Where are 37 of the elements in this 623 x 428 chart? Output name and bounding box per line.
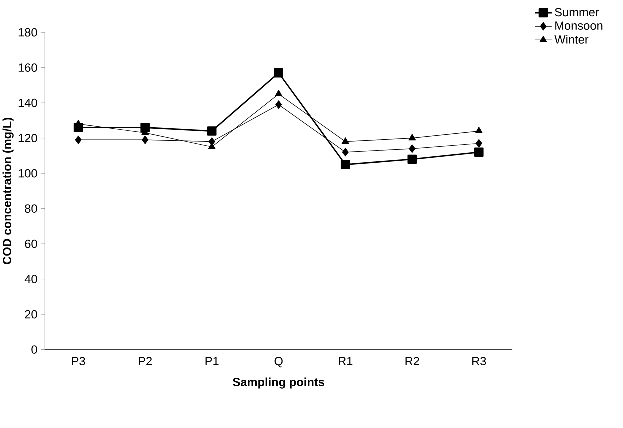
x-tick-label: P1 — [206, 357, 219, 366]
x-tick-label: P3 — [72, 357, 86, 366]
point — [342, 138, 350, 144]
y-tick-label: 160 — [18, 64, 38, 72]
y-tick-label: 100 — [18, 169, 38, 178]
y-tick-label: 60 — [25, 240, 38, 248]
point — [207, 126, 217, 136]
y-tick-label: 20 — [25, 310, 38, 319]
x-axis-title: Sampling points — [233, 378, 324, 389]
point — [142, 136, 149, 144]
point — [75, 136, 82, 144]
y-tick-label: 180 — [18, 28, 38, 37]
legend-label: Monsoon — [556, 22, 603, 30]
y-tick-label: 120 — [18, 134, 38, 143]
point — [276, 100, 282, 110]
point — [476, 139, 482, 148]
point — [275, 90, 283, 97]
x-tick-label: P2 — [139, 357, 152, 366]
x-tick-label: R2 — [406, 357, 420, 366]
point — [408, 134, 416, 141]
x-tick-label: Q — [274, 357, 283, 368]
y-tick-label: 40 — [24, 275, 38, 284]
y-tick-label: 140 — [18, 98, 38, 108]
x-tick-label: R3 — [472, 357, 486, 366]
point — [408, 154, 418, 164]
y-tick-label: 0 — [32, 346, 38, 354]
point — [340, 160, 350, 170]
point — [274, 68, 284, 78]
x-tick-label: R1 — [339, 357, 353, 366]
legend-label: Summer — [555, 8, 600, 17]
legend-label: Winter — [554, 35, 589, 44]
point — [409, 144, 416, 154]
y-axis-title: COD concentration (mg/L) — [2, 118, 14, 265]
point — [342, 148, 349, 157]
point — [475, 127, 483, 134]
point — [474, 148, 484, 158]
y-tick-label: 80 — [25, 204, 38, 214]
